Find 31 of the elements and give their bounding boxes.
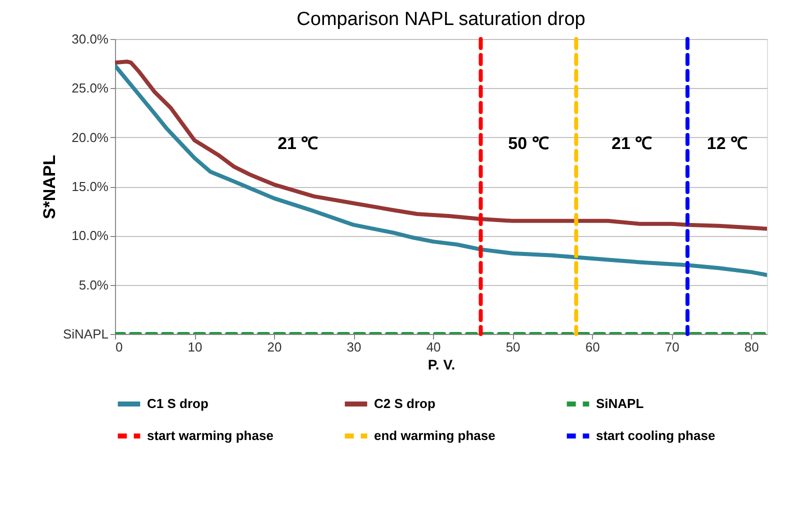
legend-label: C2 S drop [374,396,436,411]
y-tick-label: 30.0% [72,32,109,46]
y-tick-label: 20.0% [72,130,109,145]
legend-label: start cooling phase [596,428,716,443]
x-tick-label: 60 [585,340,600,354]
chart-title: Comparison NAPL saturation drop [296,9,586,30]
legend-label: C1 S drop [147,396,208,411]
annotation: 12 ℃ [706,134,748,153]
x-tick-label: 30 [346,340,362,354]
x-tick-label: 50 [506,340,520,354]
annotation: 21 ℃ [278,134,318,153]
x-tick-label: 10 [188,340,202,354]
y-axis-title: S*NAPL [40,154,59,220]
x-tick-label: 70 [664,340,680,354]
y-tick-label: 15.0% [72,179,109,194]
x-tick-label: 0 [116,340,123,354]
y-tick-label: 10.0% [72,228,109,244]
annotation: 21 ℃ [612,134,652,153]
x-tick-label: 80 [744,340,759,354]
legend-label: end warming phase [374,428,496,443]
x-tick-label: 20 [267,340,282,354]
line-series [115,64,767,277]
legend-label: start warming phase [147,428,274,443]
legend-label: SiNAPL [596,396,644,411]
annotation: 50 ℃ [508,134,549,153]
y-tick-label: 25.0% [72,80,109,96]
x-axis-title: P. V. [428,356,456,372]
y-tick-label: SiNAPL [62,326,108,342]
x-tick-label: 40 [426,340,441,354]
y-tick-label: 5.0% [78,277,109,292]
line-series [115,60,767,231]
